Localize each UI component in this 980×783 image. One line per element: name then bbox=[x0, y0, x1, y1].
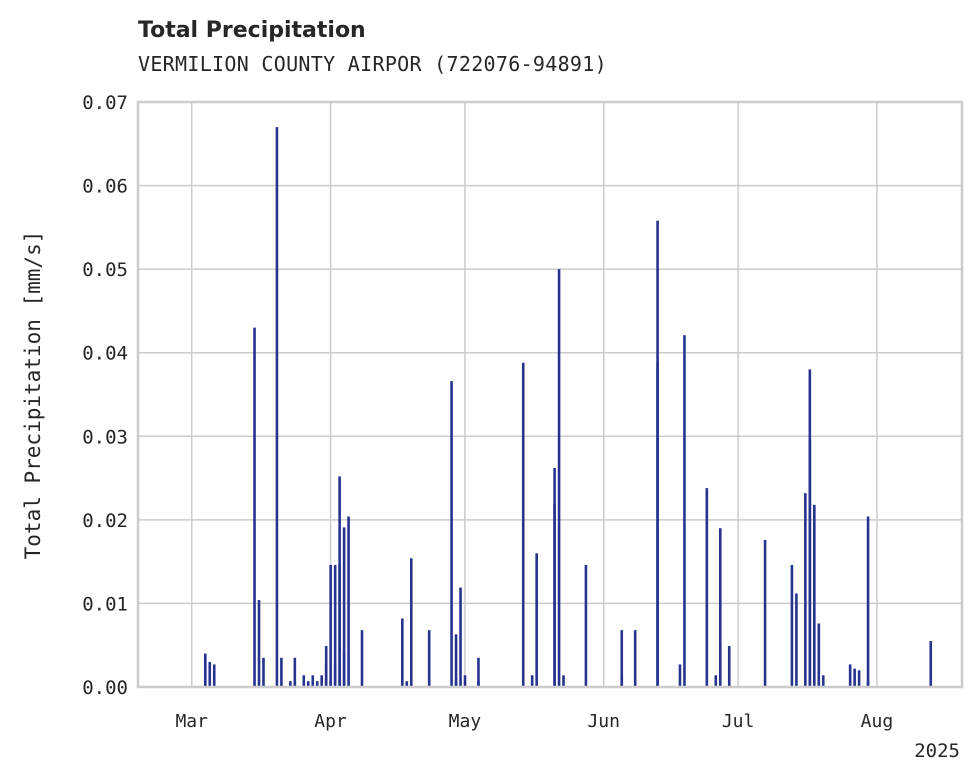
precip-bar bbox=[342, 527, 346, 687]
precip-bar bbox=[311, 675, 315, 687]
precip-bar bbox=[620, 630, 624, 687]
precip-bar bbox=[848, 664, 852, 687]
precip-bar bbox=[562, 675, 565, 687]
precip-bar bbox=[763, 539, 767, 687]
plot-frame bbox=[136, 100, 964, 689]
y-axis-label: Total Precipitation [mm/s] bbox=[21, 231, 45, 560]
bars-group bbox=[203, 127, 933, 688]
y-tick-labels: 0.00 0.01 0.02 0.03 0.04 0.05 0.06 0.07 bbox=[82, 92, 128, 699]
precip-bar bbox=[790, 564, 794, 687]
precip-bar bbox=[405, 681, 409, 687]
precip-bar bbox=[535, 553, 538, 687]
precip-bar bbox=[360, 630, 364, 687]
precip-bar bbox=[315, 681, 319, 687]
precip-bar bbox=[718, 528, 722, 687]
precip-bar bbox=[427, 630, 431, 687]
precip-bar bbox=[553, 468, 556, 687]
x-tick-label: Aug bbox=[861, 711, 894, 732]
precip-bar bbox=[817, 681, 821, 687]
y-tick-label: 0.02 bbox=[82, 510, 128, 532]
precip-bar bbox=[324, 646, 328, 687]
precip-bar bbox=[450, 381, 453, 687]
precip-bar bbox=[620, 675, 624, 687]
precip-bar bbox=[804, 493, 807, 687]
precip-bar bbox=[866, 681, 870, 687]
precip-bar bbox=[821, 675, 825, 687]
precip-bar bbox=[347, 516, 350, 687]
precip-bar bbox=[530, 675, 534, 687]
x-tick-label: Jun bbox=[587, 711, 620, 732]
precip-bar bbox=[459, 587, 462, 687]
precip-bar bbox=[329, 681, 332, 687]
y-tick-label: 0.07 bbox=[82, 92, 128, 114]
precip-bar bbox=[203, 657, 207, 687]
grid-lines bbox=[138, 101, 962, 688]
x-tick-label: Jul bbox=[722, 711, 755, 732]
precip-bar bbox=[306, 681, 310, 687]
precip-bar bbox=[409, 558, 413, 687]
precip-bar bbox=[333, 564, 337, 687]
precip-bar bbox=[866, 516, 870, 687]
precip-bar bbox=[329, 564, 332, 687]
precip-bar bbox=[212, 664, 216, 687]
y-tick-label: 0.01 bbox=[82, 593, 128, 615]
precip-bar bbox=[683, 335, 686, 687]
precip-bar bbox=[678, 664, 682, 687]
precip-bar bbox=[817, 623, 821, 687]
precip-bar bbox=[714, 675, 718, 687]
precip-bar bbox=[463, 675, 467, 687]
precip-bar bbox=[262, 657, 265, 687]
precip-bar bbox=[253, 327, 256, 687]
precip-bar bbox=[477, 681, 480, 687]
precip-bar bbox=[401, 618, 404, 687]
precip-bar bbox=[208, 661, 212, 687]
precip-bar bbox=[929, 641, 933, 687]
precip-bar bbox=[727, 646, 731, 687]
x-tick-label: Apr bbox=[314, 711, 347, 732]
precip-bar bbox=[280, 657, 283, 687]
precip-bar bbox=[477, 657, 480, 687]
precip-bar bbox=[584, 564, 588, 687]
precip-bar bbox=[257, 600, 261, 687]
precip-bar bbox=[813, 504, 816, 687]
precip-bar bbox=[656, 362, 659, 687]
precip-bar bbox=[795, 593, 798, 687]
precip-bar bbox=[521, 362, 525, 687]
y-tick-label: 0.05 bbox=[82, 259, 128, 281]
precip-bar bbox=[289, 681, 292, 687]
y-tick-label: 0.03 bbox=[82, 426, 128, 448]
precip-bar bbox=[275, 127, 279, 688]
chart-title: Total Precipitation bbox=[138, 18, 366, 43]
y-tick-label: 0.04 bbox=[82, 343, 128, 365]
x-tick-label: May bbox=[449, 711, 482, 732]
precip-bar bbox=[454, 634, 458, 687]
precip-bar bbox=[338, 564, 341, 687]
precip-bar bbox=[853, 668, 856, 687]
precip-bar bbox=[293, 657, 297, 687]
y-tick-label: 0.06 bbox=[82, 176, 128, 198]
precip-bar bbox=[633, 630, 637, 687]
x-tick-label: Mar bbox=[175, 711, 208, 732]
precip-bar bbox=[857, 670, 861, 687]
x-axis-year-label: 2025 bbox=[914, 740, 960, 762]
precip-bar bbox=[320, 675, 324, 687]
x-tick-labels: Mar Apr May Jun Jul Aug bbox=[175, 711, 893, 732]
chart-subtitle: VERMILION COUNTY AIRPOR (722076-94891) bbox=[138, 52, 607, 76]
precip-bar bbox=[557, 269, 561, 687]
y-tick-label: 0.00 bbox=[82, 677, 128, 699]
precip-bar bbox=[705, 488, 709, 687]
precip-bar bbox=[808, 439, 812, 687]
precip-bar bbox=[302, 675, 306, 687]
